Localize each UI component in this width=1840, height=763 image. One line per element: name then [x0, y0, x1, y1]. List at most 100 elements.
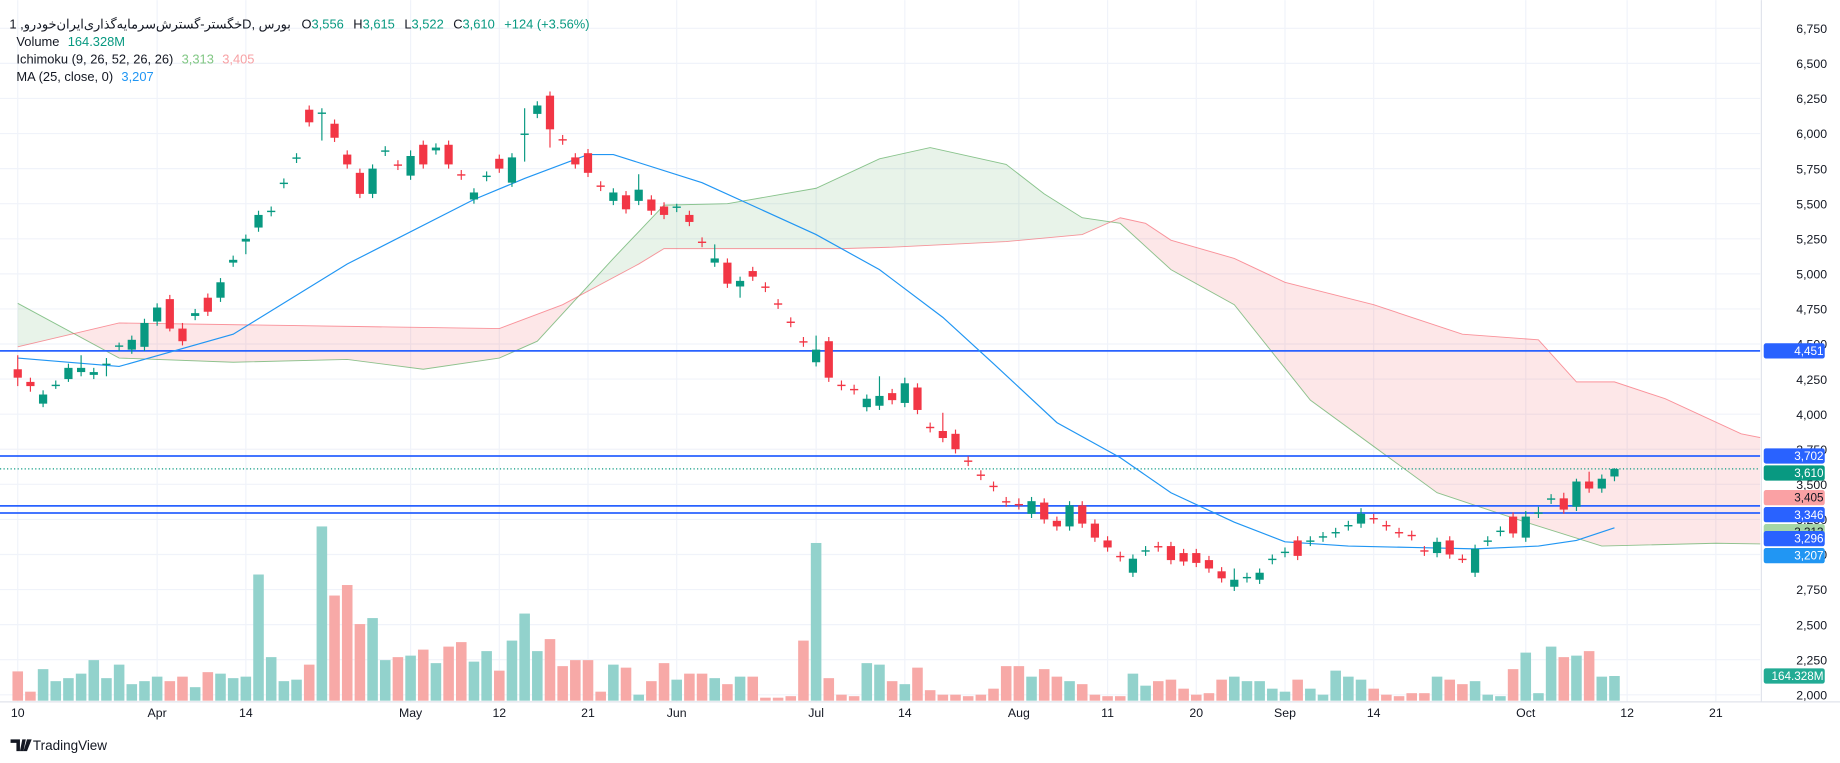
x-tick-label: May: [399, 706, 423, 720]
volume-legend: Volume 164.328M: [16, 34, 125, 49]
price-badge: [1763, 343, 1825, 359]
x-tick-label: 21: [581, 706, 595, 720]
volume-bar: [101, 678, 112, 701]
candle-body: [38, 394, 48, 404]
candle-body: [127, 339, 136, 350]
y-tick-label: 6,000: [1796, 127, 1827, 141]
volume-bar: [291, 679, 302, 701]
price-badge: [1763, 448, 1825, 464]
candle-body: [926, 426, 935, 429]
candle-body: [761, 286, 770, 288]
candle-body: [153, 307, 162, 322]
volume-bar: [443, 646, 454, 701]
volume-bar: [950, 694, 961, 701]
candle-body: [697, 241, 707, 243]
candle-body: [1394, 532, 1404, 534]
volume-bar: [227, 678, 239, 701]
volume-bar: [1178, 688, 1189, 701]
volume-bar: [1457, 684, 1468, 701]
candle-body: [976, 474, 985, 476]
volume-bar: [1064, 681, 1075, 701]
x-tick-label: 12: [492, 706, 506, 720]
candle-body: [1002, 501, 1011, 503]
candle-body: [583, 153, 593, 173]
candle-body: [634, 189, 643, 201]
volume-bar: [1190, 694, 1202, 701]
candle-body: [1280, 551, 1290, 554]
y-tick-label: 6,250: [1796, 92, 1827, 106]
candle-body: [1585, 481, 1594, 489]
ichimoku-lead-a: [17, 147, 1761, 547]
candle-body: [1204, 560, 1214, 569]
candle-body: [178, 328, 187, 342]
candle-body: [457, 174, 466, 176]
moving-average: [17, 154, 1615, 550]
volume-bar: [354, 624, 366, 701]
ohlc-key: C: [453, 16, 462, 31]
volume-bar: [177, 676, 188, 701]
candle-body: [1331, 532, 1340, 534]
candle-body: [444, 144, 453, 165]
volume-bar: [608, 664, 619, 701]
volume-bar: [785, 696, 797, 701]
volume-bar: [519, 613, 530, 701]
volume-bar: [1254, 681, 1265, 701]
price-badge-label: 3,296: [1794, 533, 1823, 546]
candle-body: [1217, 571, 1226, 579]
volume-bar: [595, 691, 606, 701]
volume-bar: [278, 681, 290, 701]
candle-body: [951, 433, 960, 450]
ichimoku-lead-b: [17, 217, 1761, 439]
candle-body: [1242, 576, 1252, 579]
volume-bar: [1076, 684, 1088, 701]
y-tick-label: 4,750: [1796, 303, 1827, 317]
candle-body: [1547, 498, 1556, 500]
x-tick-label: 20: [1189, 706, 1203, 720]
volume-badge-label: 164.328M: [1771, 670, 1823, 683]
candle-body: [723, 262, 732, 284]
ohlc-value: 3,615: [363, 16, 395, 31]
volume-bar: [75, 673, 87, 701]
volume-bar: [570, 660, 581, 701]
volume-bar: [1127, 673, 1139, 701]
ohlc-key: O: [302, 16, 312, 31]
candle-body: [1116, 555, 1125, 558]
candle-body: [13, 369, 22, 378]
candle-body: [140, 322, 149, 347]
y-tick-label: 2,000: [1796, 688, 1827, 702]
candle-body: [317, 112, 326, 114]
volume-bar: [1000, 666, 1012, 701]
candle-body: [507, 157, 517, 183]
price-badge-label: 4,451: [1794, 345, 1823, 358]
brand-name: TradingView: [33, 738, 107, 753]
ma-legend: MA (25, close, 0) 3,207: [16, 69, 153, 84]
volume-bar: [1102, 696, 1113, 701]
candle-body: [1040, 502, 1049, 520]
candle-body: [1458, 558, 1467, 561]
candle-body: [1306, 540, 1315, 542]
candle-body: [1052, 520, 1061, 527]
volume-bar: [1026, 676, 1037, 701]
volume-bar: [532, 651, 543, 701]
volume-bar: [1267, 688, 1278, 701]
volume-bar: [1469, 681, 1481, 701]
volume-bar: [455, 642, 467, 701]
candle-body: [191, 313, 200, 316]
volume-bar: [1241, 681, 1253, 701]
volume-bar: [164, 681, 176, 701]
volume-bar: [1330, 670, 1341, 701]
candle-body: [672, 206, 681, 208]
volume-bar: [544, 639, 556, 701]
candle-body: [1559, 498, 1568, 510]
candle-body: [735, 280, 745, 287]
candle-body: [837, 384, 846, 387]
candle-body: [786, 321, 795, 323]
ohlc-key: H: [353, 16, 362, 31]
candle-body: [533, 105, 542, 114]
legend: خگستر-گسترش‌سرمایه‌گذاری‌ایران‌خودرو, 1D…: [9, 16, 589, 84]
brand-icon: [10, 739, 32, 752]
volume-bar: [1520, 652, 1532, 701]
volume-bar: [12, 671, 24, 701]
candle-body: [850, 388, 859, 391]
y-tick-label: 2,250: [1796, 653, 1827, 667]
